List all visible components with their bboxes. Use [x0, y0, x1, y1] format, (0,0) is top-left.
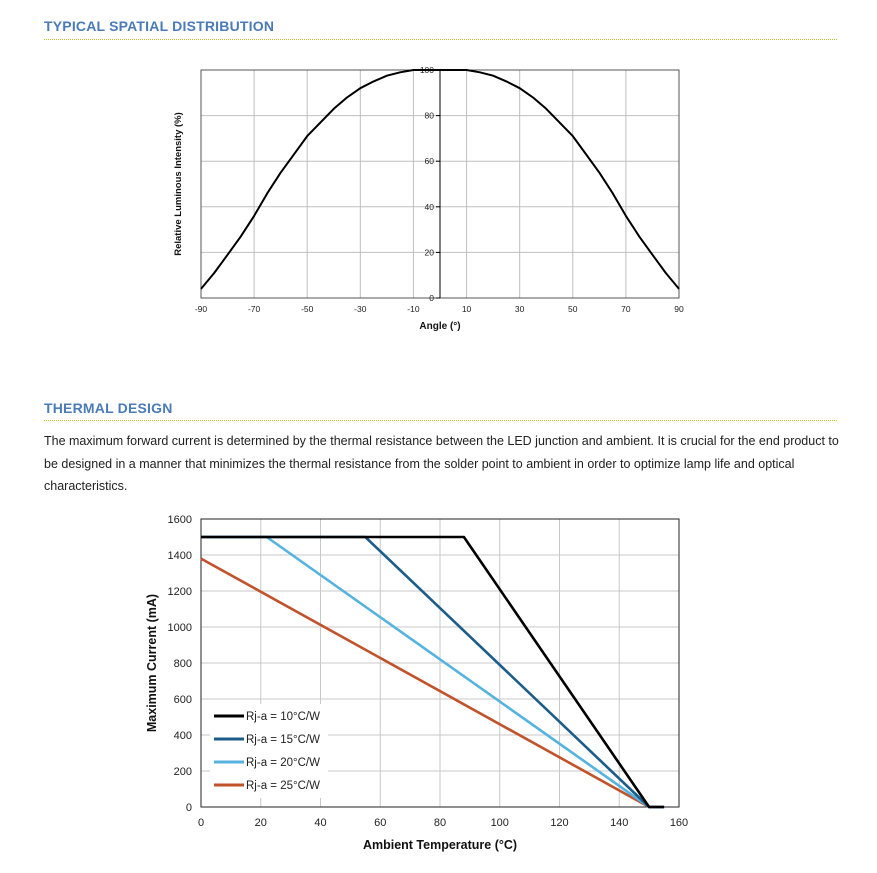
x-tick-label: -50 — [301, 304, 314, 314]
x-tick-label: 60 — [374, 817, 386, 829]
y-tick-label: 80 — [425, 111, 435, 121]
x-tick-label: -30 — [354, 304, 367, 314]
y-axis-label: Relative Luminous Intensity (%) — [173, 112, 184, 256]
x-tick-label: -90 — [195, 304, 208, 314]
y-tick-label: 1600 — [168, 514, 192, 526]
legend-label: Rj-a = 25°C/W — [246, 780, 320, 792]
legend-box — [210, 704, 328, 798]
spatial-section-title: TYPICAL SPATIAL DISTRIBUTION — [44, 18, 275, 34]
x-tick-label: 70 — [621, 304, 631, 314]
x-tick-label: -10 — [407, 304, 420, 314]
y-tick-label: 40 — [425, 202, 435, 212]
x-tick-label: -70 — [248, 304, 261, 314]
x-tick-label: 140 — [610, 817, 628, 829]
x-tick-label: 20 — [255, 817, 267, 829]
x-tick-label: 160 — [670, 817, 688, 829]
x-tick-label: 0 — [198, 817, 204, 829]
x-tick-label: 50 — [568, 304, 578, 314]
x-tick-label: 80 — [434, 817, 446, 829]
x-tick-label: 10 — [462, 304, 472, 314]
y-tick-label: 400 — [174, 730, 192, 742]
y-tick-label: 1200 — [168, 586, 192, 598]
y-tick-label: 60 — [425, 156, 435, 166]
legend-label: Rj-a = 15°C/W — [246, 734, 320, 746]
x-tick-label: 40 — [314, 817, 326, 829]
y-tick-label: 1000 — [168, 622, 192, 634]
y-tick-label: 200 — [174, 766, 192, 778]
y-tick-label: 20 — [425, 247, 435, 257]
y-tick-label: 0 — [429, 293, 434, 303]
spatial-section-divider — [44, 39, 837, 40]
x-tick-label: 120 — [550, 817, 568, 829]
intensity-curve — [200, 69, 680, 290]
x-tick-label: 100 — [491, 817, 509, 829]
thermal-section-title: THERMAL DESIGN — [44, 400, 173, 416]
x-tick-label: 30 — [515, 304, 525, 314]
y-axis-label: Maximum Current (mA) — [145, 594, 159, 732]
plot-frame — [200, 518, 680, 808]
thermal-description: The maximum forward current is determine… — [44, 434, 839, 493]
thermal-section-divider — [44, 420, 837, 421]
x-axis-label: Ambient Temperature (°C) — [363, 838, 517, 852]
y-tick-label: 1400 — [168, 550, 192, 562]
legend-label: Rj-a = 20°C/W — [246, 757, 320, 769]
legend-label: Rj-a = 10°C/W — [246, 711, 320, 723]
series-line — [201, 535, 665, 809]
y-tick-label: 800 — [174, 658, 192, 670]
x-axis-label: Angle (°) — [419, 321, 460, 332]
thermal-derating-chart: 0 200 400 600 800 1000 1200 1400 1600 0 20 40 60 80 10… — [145, 514, 688, 852]
y-tick-label: 600 — [174, 694, 192, 706]
y-tick-label: 0 — [186, 802, 192, 814]
x-tick-label: 90 — [674, 304, 684, 314]
